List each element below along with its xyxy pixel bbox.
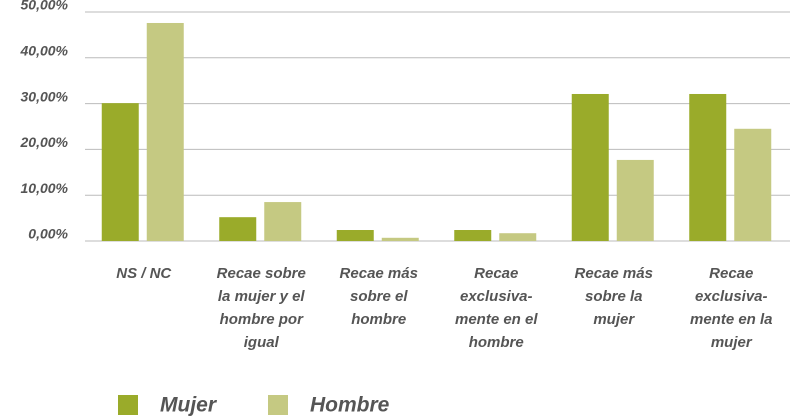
bar (689, 93, 727, 242)
bar (571, 93, 609, 242)
y-tick-label: 0,00% (28, 226, 68, 242)
bar (734, 128, 772, 241)
x-tick-label: Recae más sobre el hombre (339, 265, 418, 328)
y-tick-label: 50,00% (21, 0, 69, 13)
y-tick-label: 10,00% (21, 180, 69, 196)
bar (101, 103, 139, 241)
legend-label: Hombre (310, 394, 390, 417)
y-tick-label: 40,00% (20, 43, 69, 59)
x-tick-label: NS / NC (116, 265, 172, 282)
x-tick-label: Recae exclusiva- mente en el hombre (454, 265, 538, 351)
x-tick-label: Recae sobre la mujer y el hombre por igu… (216, 265, 306, 351)
bar (616, 159, 654, 241)
legend-label: Mujer (160, 394, 218, 417)
bar (219, 217, 257, 241)
bar (381, 237, 419, 241)
x-tick-label: Recae más sobre la mujer (574, 265, 653, 328)
y-tick-label: 20,00% (20, 134, 69, 150)
legend-swatch (118, 395, 138, 415)
bar (146, 22, 184, 241)
legend-swatch (268, 395, 288, 415)
y-tick-label: 30,00% (21, 88, 69, 104)
bar (454, 230, 492, 241)
x-tick-label: Recae exclusiva- mente en la mujer (689, 265, 773, 351)
bar (264, 202, 302, 241)
bar (499, 233, 537, 241)
bar (336, 230, 374, 241)
